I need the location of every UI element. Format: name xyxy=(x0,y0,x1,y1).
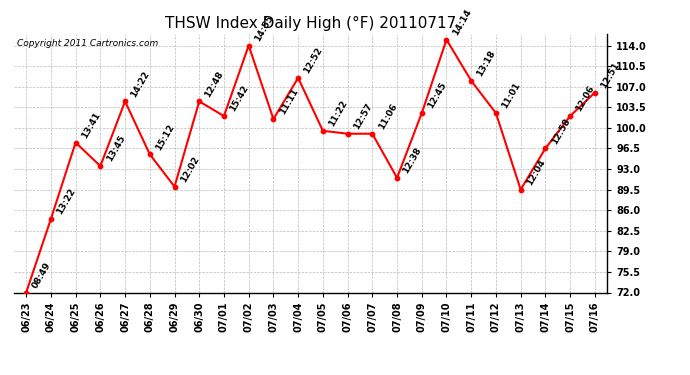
Text: 13:18: 13:18 xyxy=(475,49,497,78)
Point xyxy=(416,110,427,116)
Text: 15:42: 15:42 xyxy=(228,84,250,113)
Point xyxy=(564,113,575,119)
Text: 13:41: 13:41 xyxy=(80,110,102,140)
Point xyxy=(169,184,180,190)
Point xyxy=(144,151,155,157)
Text: 08:49: 08:49 xyxy=(30,260,52,290)
Point xyxy=(391,175,402,181)
Point xyxy=(70,140,81,146)
Text: 12:45: 12:45 xyxy=(426,81,448,110)
Text: 11:01: 11:01 xyxy=(500,81,522,110)
Point xyxy=(441,37,452,43)
Text: 12:48: 12:48 xyxy=(204,69,226,99)
Point xyxy=(367,131,378,137)
Text: 11:22: 11:22 xyxy=(327,99,349,128)
Text: 12:51: 12:51 xyxy=(599,60,621,90)
Text: 12:02: 12:02 xyxy=(179,155,201,184)
Point xyxy=(21,290,32,296)
Point xyxy=(491,110,502,116)
Text: 13:22: 13:22 xyxy=(55,187,77,216)
Point xyxy=(515,187,526,193)
Text: 12:38: 12:38 xyxy=(401,146,423,175)
Point xyxy=(293,75,304,81)
Text: 12:06: 12:06 xyxy=(574,84,596,113)
Text: 14:14: 14:14 xyxy=(451,8,473,37)
Point xyxy=(317,128,328,134)
Point xyxy=(219,113,230,119)
Text: 12:52: 12:52 xyxy=(302,46,324,75)
Text: 12:58: 12:58 xyxy=(549,116,571,146)
Point xyxy=(466,78,477,84)
Text: 12:04: 12:04 xyxy=(525,158,547,187)
Point xyxy=(95,163,106,169)
Point xyxy=(589,90,600,96)
Point xyxy=(46,216,57,222)
Title: THSW Index Daily High (°F) 20110717: THSW Index Daily High (°F) 20110717 xyxy=(165,16,456,31)
Point xyxy=(194,98,205,104)
Point xyxy=(268,116,279,122)
Point xyxy=(342,131,353,137)
Text: 12:57: 12:57 xyxy=(352,102,374,131)
Text: 11:11: 11:11 xyxy=(277,87,299,116)
Text: 14:22: 14:22 xyxy=(129,69,151,99)
Text: 15:12: 15:12 xyxy=(154,122,176,152)
Point xyxy=(119,98,130,104)
Point xyxy=(540,146,551,152)
Text: 14:55: 14:55 xyxy=(253,13,275,43)
Point xyxy=(243,42,254,48)
Text: 11:06: 11:06 xyxy=(377,102,399,131)
Text: Copyright 2011 Cartronics.com: Copyright 2011 Cartronics.com xyxy=(17,39,158,48)
Text: 13:45: 13:45 xyxy=(104,134,127,163)
